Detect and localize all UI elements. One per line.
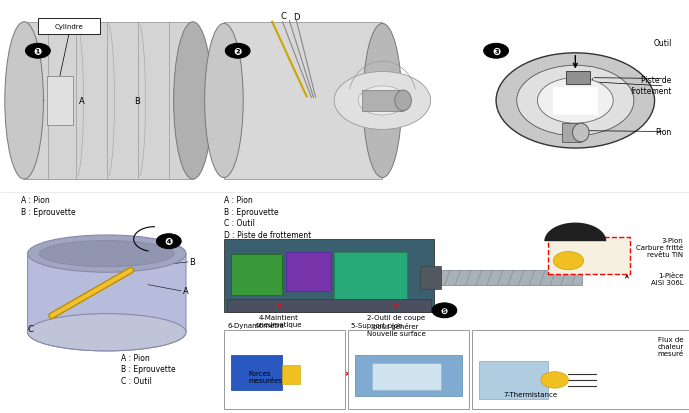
Text: 1-Pièce
AISI 306L: 1-Pièce AISI 306L bbox=[650, 273, 683, 285]
Ellipse shape bbox=[5, 23, 43, 180]
Bar bbox=[231, 355, 282, 390]
Text: D: D bbox=[293, 13, 299, 22]
Text: B : Eprouvette: B : Eprouvette bbox=[21, 207, 75, 216]
Circle shape bbox=[358, 87, 407, 116]
Circle shape bbox=[484, 44, 508, 59]
Text: frottement: frottement bbox=[630, 86, 672, 95]
Bar bbox=[362, 91, 403, 112]
Bar bbox=[224, 330, 344, 409]
Text: C : Outil: C : Outil bbox=[224, 219, 255, 228]
Circle shape bbox=[537, 78, 613, 124]
Ellipse shape bbox=[395, 91, 411, 112]
Text: Piste de: Piste de bbox=[641, 76, 672, 85]
Text: 6-Dynamomètre: 6-Dynamomètre bbox=[227, 321, 285, 328]
Ellipse shape bbox=[363, 24, 402, 178]
Bar bbox=[434, 271, 582, 285]
Bar bbox=[479, 361, 548, 399]
Text: B : Eprouvette: B : Eprouvette bbox=[121, 364, 175, 373]
Bar bbox=[286, 252, 331, 291]
Circle shape bbox=[517, 66, 634, 136]
Circle shape bbox=[496, 54, 655, 149]
Bar bbox=[355, 355, 462, 396]
Bar bbox=[348, 330, 469, 409]
Circle shape bbox=[553, 252, 584, 270]
Text: ❷: ❷ bbox=[234, 47, 242, 57]
Text: B: B bbox=[134, 97, 141, 106]
Bar bbox=[24, 23, 193, 180]
Bar bbox=[227, 299, 431, 312]
Ellipse shape bbox=[28, 314, 186, 351]
Text: A : Pion: A : Pion bbox=[21, 196, 50, 205]
Bar bbox=[562, 124, 581, 142]
Ellipse shape bbox=[573, 124, 589, 142]
Bar bbox=[282, 366, 300, 384]
Ellipse shape bbox=[205, 24, 243, 178]
Bar bbox=[224, 23, 382, 180]
Bar bbox=[548, 237, 630, 275]
Bar bbox=[231, 254, 282, 295]
Text: 2-Outil de coupe
pour générer
Nouvelle surface: 2-Outil de coupe pour générer Nouvelle s… bbox=[367, 315, 426, 336]
Bar bbox=[224, 240, 434, 312]
Text: ❸: ❸ bbox=[492, 47, 500, 57]
Circle shape bbox=[541, 372, 568, 388]
Text: A : Pion: A : Pion bbox=[224, 196, 253, 205]
Circle shape bbox=[156, 234, 181, 249]
Text: ❹: ❹ bbox=[165, 237, 173, 247]
Circle shape bbox=[25, 44, 50, 59]
Polygon shape bbox=[28, 254, 186, 351]
Bar bbox=[38, 19, 100, 35]
Text: Pion: Pion bbox=[655, 128, 672, 137]
Text: Flux de
chaleur
mesuré: Flux de chaleur mesuré bbox=[657, 337, 683, 356]
Circle shape bbox=[432, 303, 457, 318]
Text: Forces
mesurées: Forces mesurées bbox=[248, 370, 282, 382]
Text: ❶: ❶ bbox=[34, 47, 42, 57]
Circle shape bbox=[334, 72, 431, 130]
Bar bbox=[566, 72, 590, 85]
Text: C : Outil: C : Outil bbox=[121, 376, 152, 385]
Bar bbox=[553, 88, 597, 114]
Bar bbox=[472, 330, 689, 409]
Polygon shape bbox=[544, 223, 606, 242]
Text: Outil: Outil bbox=[653, 39, 672, 48]
Circle shape bbox=[225, 44, 250, 59]
Text: 7-Thermistance: 7-Thermistance bbox=[503, 392, 557, 397]
Bar bbox=[334, 252, 407, 299]
Bar bbox=[47, 76, 73, 126]
Bar bbox=[420, 266, 441, 289]
Text: 5-Support pion: 5-Support pion bbox=[351, 323, 403, 328]
Text: C: C bbox=[280, 12, 287, 21]
Text: B: B bbox=[189, 258, 196, 267]
Text: B : Eprouvette: B : Eprouvette bbox=[224, 207, 278, 216]
Text: A: A bbox=[79, 97, 85, 106]
Text: 3-Pion
Carbure fritté
revêtu TiN: 3-Pion Carbure fritté revêtu TiN bbox=[637, 237, 683, 257]
Text: C: C bbox=[28, 324, 34, 333]
Text: A: A bbox=[183, 287, 188, 296]
Text: A : Pion: A : Pion bbox=[121, 353, 150, 362]
Bar bbox=[372, 363, 441, 390]
Ellipse shape bbox=[174, 23, 212, 180]
Ellipse shape bbox=[28, 235, 186, 273]
Text: ❺: ❺ bbox=[441, 306, 448, 315]
Text: Cylindre: Cylindre bbox=[54, 24, 83, 30]
Text: D : Piste de frottement: D : Piste de frottement bbox=[224, 230, 311, 240]
Ellipse shape bbox=[39, 241, 174, 267]
Text: 4-Maintient
pneumatique: 4-Maintient pneumatique bbox=[256, 315, 302, 328]
